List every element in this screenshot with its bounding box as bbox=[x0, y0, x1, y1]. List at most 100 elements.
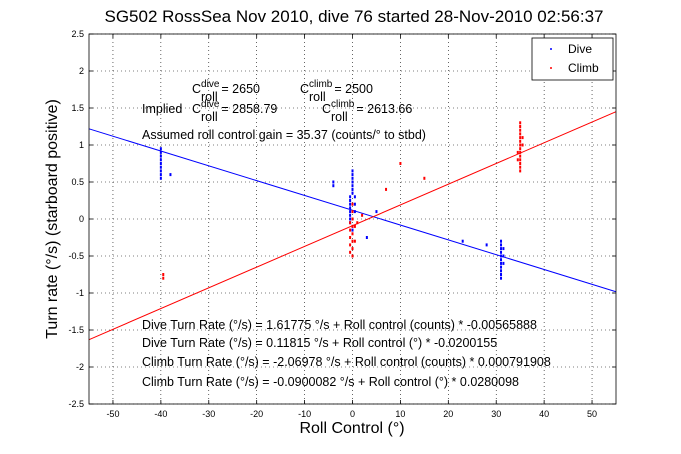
point-climb bbox=[351, 217, 354, 221]
point-dive bbox=[349, 217, 352, 221]
c-climb-roll: Cclimb = 2500 bbox=[300, 79, 373, 96]
point-dive bbox=[500, 243, 503, 247]
point-climb bbox=[519, 125, 522, 128]
point-climb bbox=[521, 143, 524, 147]
chart-title: SG502 RossSea Nov 2010, dive 76 started … bbox=[105, 7, 604, 26]
point-dive bbox=[349, 195, 352, 199]
point-climb bbox=[516, 158, 519, 162]
point-climb bbox=[519, 121, 522, 125]
legend: Dive Climb bbox=[531, 37, 614, 81]
point-dive bbox=[349, 206, 352, 210]
x-tick-label: 0 bbox=[350, 409, 355, 419]
point-dive bbox=[375, 210, 378, 214]
y-tick-label: 1 bbox=[79, 140, 84, 150]
point-dive bbox=[159, 176, 162, 180]
x-tick-label: 20 bbox=[443, 409, 453, 419]
c-climb-roll-value: = 2500 bbox=[334, 82, 373, 96]
legend-label-climb: Climb bbox=[568, 61, 599, 75]
equation-climb-counts: Climb Turn Rate (°/s) = -2.06978 °/s + R… bbox=[142, 355, 551, 369]
point-climb bbox=[519, 136, 522, 140]
point-dive bbox=[349, 210, 352, 214]
point-dive bbox=[500, 254, 503, 258]
point-climb bbox=[519, 150, 522, 154]
implied-label: Implied bbox=[142, 102, 182, 116]
point-dive bbox=[159, 154, 162, 158]
point-climb bbox=[519, 147, 522, 151]
implied-c-dive-symbol: C bbox=[192, 102, 201, 116]
point-climb bbox=[351, 232, 354, 236]
implied-c-climb-sup: climb bbox=[331, 99, 355, 110]
y-tick-label: -2.5 bbox=[68, 399, 84, 409]
equation-climb-degrees: Climb Turn Rate (°/s) = -0.0900082 °/s +… bbox=[142, 375, 519, 389]
point-dive bbox=[351, 176, 354, 180]
point-climb bbox=[351, 224, 354, 228]
x-tick-label: -40 bbox=[154, 409, 167, 419]
x-tick-label: -50 bbox=[106, 409, 119, 419]
tick-labels: -50 -40 -30 -20 -10 0 10 20 30 40 50-2.5-2-1.5-1-0… bbox=[68, 29, 597, 419]
point-climb bbox=[351, 202, 354, 206]
point-climb bbox=[519, 143, 522, 147]
point-dive bbox=[500, 258, 503, 262]
point-climb bbox=[349, 243, 352, 247]
point-dive bbox=[351, 173, 354, 177]
data-points bbox=[159, 121, 524, 280]
point-dive bbox=[500, 269, 503, 273]
point-climb bbox=[361, 213, 364, 217]
point-dive bbox=[332, 180, 335, 184]
point-climb bbox=[351, 247, 354, 251]
x-tick-label: -10 bbox=[298, 409, 311, 419]
c-dive-roll: Cdive = 2650 bbox=[192, 79, 260, 96]
y-tick-label: -0.5 bbox=[68, 251, 84, 261]
y-axis-label: Turn rate (°/s) (starboard positive) bbox=[44, 99, 61, 339]
c-dive-roll-sup: dive bbox=[201, 79, 220, 90]
y-tick-label: -1.5 bbox=[68, 325, 84, 335]
legend-box bbox=[531, 37, 614, 81]
point-climb bbox=[519, 165, 522, 169]
grid bbox=[89, 33, 616, 405]
y-tick-label: 2 bbox=[79, 66, 84, 76]
implied-c-dive-sup: dive bbox=[201, 99, 220, 110]
point-dive bbox=[500, 239, 503, 243]
implied-c-dive-subscript: roll bbox=[201, 110, 218, 124]
y-tick-label: -2 bbox=[76, 362, 84, 372]
point-dive bbox=[353, 210, 356, 214]
point-climb bbox=[349, 221, 352, 225]
ticks bbox=[89, 33, 616, 405]
x-axis-label: Roll Control (°) bbox=[299, 420, 404, 437]
implied-c-dive: Cdive = 2858.79 bbox=[192, 99, 277, 116]
x-tick-label: -20 bbox=[250, 409, 263, 419]
c-dive-roll-value: = 2650 bbox=[221, 82, 260, 96]
point-climb bbox=[353, 239, 356, 243]
point-dive bbox=[351, 187, 354, 191]
equation-dive-degrees: Dive Turn Rate (°/s) = 0.11815 °/s + Rol… bbox=[142, 336, 497, 350]
point-dive bbox=[351, 169, 354, 173]
point-climb bbox=[519, 162, 522, 165]
c-dive-roll-symbol: C bbox=[192, 82, 201, 96]
point-dive bbox=[485, 243, 488, 247]
point-dive bbox=[351, 228, 354, 232]
point-climb bbox=[519, 154, 522, 158]
implied-c-dive-value: = 2858.79 bbox=[221, 102, 277, 116]
equation-dive-counts: Dive Turn Rate (°/s) = 1.61775 °/s + Rol… bbox=[142, 318, 537, 332]
y-tick-label: 0 bbox=[79, 214, 84, 224]
point-dive bbox=[365, 236, 368, 239]
point-climb bbox=[162, 276, 165, 280]
point-dive bbox=[351, 180, 354, 184]
point-climb bbox=[162, 273, 165, 276]
point-dive bbox=[169, 173, 172, 177]
point-climb bbox=[351, 210, 354, 214]
implied-c-climb-value: = 2613.66 bbox=[356, 102, 412, 116]
point-climb bbox=[353, 224, 356, 228]
point-climb bbox=[519, 139, 522, 143]
c-climb-roll-sup: climb bbox=[309, 79, 333, 90]
point-climb bbox=[351, 239, 354, 243]
point-dive bbox=[500, 247, 503, 251]
implied-c-climb-subscript: roll bbox=[331, 110, 348, 124]
point-dive bbox=[353, 202, 356, 206]
legend-label-dive: Dive bbox=[568, 42, 592, 56]
x-tick-label: -30 bbox=[202, 409, 215, 419]
point-climb bbox=[385, 187, 388, 191]
x-tick-label: 10 bbox=[395, 409, 405, 419]
point-dive bbox=[500, 273, 503, 276]
point-climb bbox=[349, 228, 352, 232]
